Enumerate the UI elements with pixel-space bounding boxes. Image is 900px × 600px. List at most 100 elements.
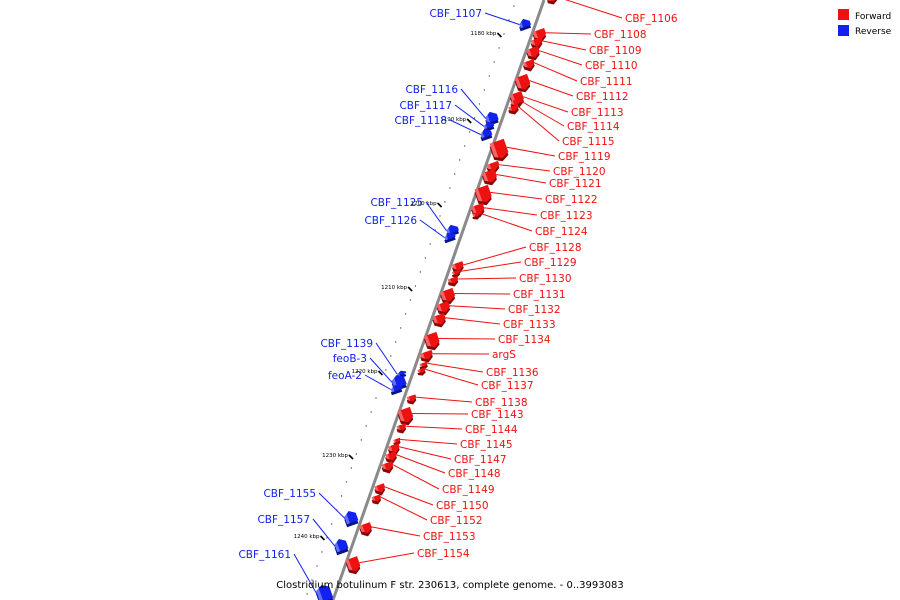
gene-label-cbf-1107[interactable]: CBF_1107 <box>429 8 482 20</box>
gene-cbf-1109[interactable] <box>530 37 543 50</box>
gene-label-cbf-1108[interactable]: CBF_1108 <box>594 29 647 41</box>
gene-label-cbf-1138[interactable]: CBF_1138 <box>475 397 528 409</box>
gene-label-cbf-1111[interactable]: CBF_1111 <box>580 76 633 88</box>
gene-cbf-1124[interactable] <box>472 211 481 220</box>
backbone-dot <box>498 47 500 49</box>
gene-arrow <box>344 511 359 525</box>
gene-cbf-1137[interactable] <box>417 367 426 376</box>
gene-cbf-1110[interactable] <box>526 46 540 61</box>
leader-line <box>369 357 393 384</box>
gene-label-cbf-1125[interactable]: CBF_1125 <box>370 197 423 209</box>
gene-cbf-1161[interactable] <box>316 585 334 600</box>
gene-cbf-1107[interactable] <box>519 18 531 32</box>
tick-label: 1230 kbp <box>322 453 348 459</box>
gene-label-cbf-1153[interactable]: CBF_1153 <box>423 531 476 543</box>
gene-label-cbf-1106[interactable]: CBF_1106 <box>625 13 678 25</box>
gene-label-cbf-1133[interactable]: CBF_1133 <box>503 319 556 331</box>
gene-cbf-1148[interactable] <box>385 451 397 464</box>
gene-label-cbf-1157[interactable]: CBF_1157 <box>257 514 310 526</box>
gene-label-feob-3[interactable]: feoB-3 <box>333 353 367 365</box>
gene-label-cbf-1130[interactable]: CBF_1130 <box>519 273 572 285</box>
gene-label-feoa-2[interactable]: feoA-2 <box>328 370 362 382</box>
gene-label-cbf-1134[interactable]: CBF_1134 <box>498 334 551 346</box>
genome-caption: Clostridium botulinum F str. 230613, com… <box>276 580 623 591</box>
gene-cbf-1143[interactable] <box>397 406 414 426</box>
gene-label-cbf-1124[interactable]: CBF_1124 <box>535 226 588 238</box>
gene-cbf-1138[interactable] <box>406 394 417 405</box>
gene-label-cbf-1139[interactable]: CBF_1139 <box>320 338 373 350</box>
gene-label-cbf-1122[interactable]: CBF_1122 <box>545 194 598 206</box>
gene-cbf-1106[interactable] <box>547 0 558 5</box>
genome-backbone <box>331 0 546 600</box>
leader-line <box>375 342 398 375</box>
gene-label-cbf-1120[interactable]: CBF_1120 <box>553 166 606 178</box>
gene-label-cbf-1114[interactable]: CBF_1114 <box>567 121 620 133</box>
gene-label-cbf-1152[interactable]: CBF_1152 <box>430 515 483 527</box>
leader-line <box>400 439 458 445</box>
gene-label-cbf-1115[interactable]: CBF_1115 <box>562 136 615 148</box>
gene-label-cbf-1109[interactable]: CBF_1109 <box>589 45 642 57</box>
gene-label-cbf-1155[interactable]: CBF_1155 <box>263 488 316 500</box>
gene-cbf-1130[interactable] <box>447 276 459 287</box>
gene-cbf-1152[interactable] <box>371 494 382 505</box>
gene-cbf-1157[interactable] <box>334 539 349 556</box>
gene-cbf-1133[interactable] <box>432 313 446 328</box>
gene-cbf-1155[interactable] <box>344 511 359 528</box>
gene-cbf-1112[interactable] <box>514 73 531 93</box>
gene-cbf-1134[interactable] <box>424 331 440 351</box>
gene-cbf-1129[interactable] <box>451 269 461 278</box>
leader-line <box>484 207 538 216</box>
gene-label-cbf-1119[interactable]: CBF_1119 <box>558 151 611 163</box>
gene-label-cbf-1118[interactable]: CBF_1118 <box>394 115 447 127</box>
gene-cbf-1122[interactable] <box>474 184 492 206</box>
gene-label-cbf-1116[interactable]: CBF_1116 <box>405 84 458 96</box>
gene-arrow-shadow <box>417 370 426 376</box>
gene-cbf-1119[interactable] <box>489 138 509 162</box>
gene-label-cbf-1144[interactable]: CBF_1144 <box>465 424 518 436</box>
gene-label-cbf-1129[interactable]: CBF_1129 <box>524 257 577 269</box>
gene-label-cbf-1148[interactable]: CBF_1148 <box>448 468 501 480</box>
gene-cbf-1154[interactable] <box>345 556 361 575</box>
gene-label-cbf-1149[interactable]: CBF_1149 <box>442 484 495 496</box>
gene-cbf-1118[interactable] <box>480 128 493 142</box>
gene-label-cbf-1145[interactable]: CBF_1145 <box>460 439 513 451</box>
gene-cbf-1126[interactable] <box>444 232 456 244</box>
leader-line <box>520 100 565 127</box>
gene-label-cbf-1137[interactable]: CBF_1137 <box>481 380 534 392</box>
gene-label-cbf-1147[interactable]: CBF_1147 <box>454 454 507 466</box>
gene-cbf-1121[interactable] <box>482 168 497 186</box>
gene-label-cbf-1110[interactable]: CBF_1110 <box>585 60 638 72</box>
gene-label-cbf-1161[interactable]: CBF_1161 <box>238 549 291 561</box>
backbone-dot <box>478 103 481 105</box>
gene-label-cbf-1123[interactable]: CBF_1123 <box>540 210 593 222</box>
gene-label-cbf-1113[interactable]: CBF_1113 <box>571 107 624 119</box>
gene-cbf-1111[interactable] <box>523 59 535 72</box>
gene-feoa-2[interactable] <box>390 384 403 396</box>
gene-cbf-1132[interactable] <box>436 301 451 316</box>
backbone-dot <box>503 33 505 35</box>
gene-cbf-1136[interactable] <box>419 361 428 370</box>
gene-arrow <box>396 423 407 431</box>
gene-arrow-highlight <box>424 335 432 347</box>
gene-label-cbf-1154[interactable]: CBF_1154 <box>417 548 470 560</box>
gene-arrow-highlight <box>447 278 452 283</box>
gene-label-cbf-1150[interactable]: CBF_1150 <box>436 500 489 512</box>
gene-cbf-1150[interactable] <box>374 483 386 496</box>
gene-args[interactable] <box>420 349 433 363</box>
gene-label-cbf-1136[interactable]: CBF_1136 <box>486 367 539 379</box>
gene-label-cbf-1121[interactable]: CBF_1121 <box>549 178 602 190</box>
gene-cbf-1131[interactable] <box>440 287 456 305</box>
gene-label-cbf-1117[interactable]: CBF_1117 <box>399 100 452 112</box>
gene-label-args[interactable]: argS <box>492 349 516 361</box>
gene-cbf-1144[interactable] <box>396 423 407 434</box>
gene-label-cbf-1131[interactable]: CBF_1131 <box>513 289 566 301</box>
gene-label-cbf-1132[interactable]: CBF_1132 <box>508 304 561 316</box>
gene-label-cbf-1128[interactable]: CBF_1128 <box>529 242 582 254</box>
gene-cbf-1115[interactable] <box>508 104 519 115</box>
gene-label-cbf-1126[interactable]: CBF_1126 <box>364 215 417 227</box>
gene-cbf-1153[interactable] <box>359 522 372 537</box>
gene-label-cbf-1143[interactable]: CBF_1143 <box>471 409 524 421</box>
gene-label-cbf-1112[interactable]: CBF_1112 <box>576 91 629 103</box>
gene-cbf-1149[interactable] <box>381 461 394 474</box>
backbone-dot <box>375 397 377 399</box>
